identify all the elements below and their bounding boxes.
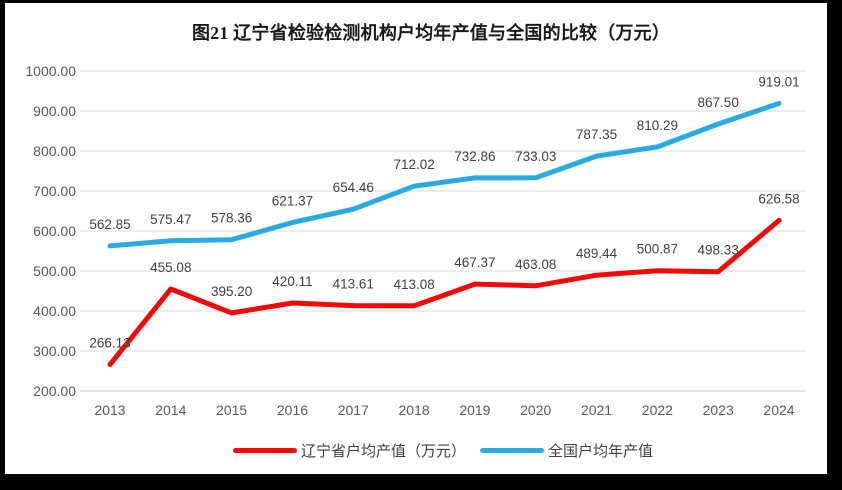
data-label-liaoning: 413.61 (333, 277, 374, 292)
chart-canvas (5, 3, 827, 474)
x-axis-tick-label: 2022 (642, 402, 673, 418)
x-axis-tick-label: 2024 (763, 402, 794, 418)
data-label-liaoning: 463.08 (515, 257, 556, 272)
series-line-liaoning (107, 217, 782, 367)
y-axis-tick-label: 500.00 (33, 263, 76, 279)
y-axis-tick-label: 200.00 (33, 383, 76, 399)
series-line-national (107, 100, 782, 249)
data-label-national: 578.36 (211, 211, 252, 226)
data-label-national: 562.85 (89, 217, 130, 232)
chart-legend: 辽宁省户均产值（万元） 全国户均年产值 (80, 440, 806, 461)
legend-line-swatch-liaoning (232, 448, 297, 453)
data-label-national: 733.03 (515, 149, 556, 164)
legend-line-swatch-national (480, 448, 544, 453)
x-axis-tick-label: 2014 (155, 402, 186, 418)
legend-item-liaoning: 辽宁省户均产值（万元） (232, 440, 466, 461)
data-label-liaoning: 395.20 (211, 284, 252, 299)
y-axis-tick-label: 1000.00 (25, 63, 76, 79)
data-label-national: 654.46 (333, 180, 374, 195)
x-axis-tick-label: 2020 (520, 402, 551, 418)
x-axis-tick-label: 2018 (399, 402, 430, 418)
data-label-liaoning: 489.44 (576, 246, 618, 261)
data-label-national: 732.86 (454, 149, 495, 164)
data-label-national: 919.01 (758, 74, 799, 89)
data-label-liaoning: 498.33 (698, 243, 739, 258)
x-axis-tick-label: 2013 (94, 402, 125, 418)
y-axis-tick-label: 900.00 (33, 103, 76, 119)
y-axis-tick-label: 600.00 (33, 223, 76, 239)
chart-title: 图21 辽宁省检验检测机构户均年产值与全国的比较（万元） (191, 23, 671, 43)
x-axis-tick-label: 2016 (277, 402, 308, 418)
data-label-national: 712.02 (393, 157, 434, 172)
x-axis-tick-label: 2017 (338, 402, 369, 418)
data-label-liaoning: 500.87 (637, 242, 678, 257)
data-label-national: 810.29 (637, 118, 678, 133)
data-label-national: 575.47 (150, 212, 191, 227)
data-label-liaoning: 455.08 (150, 260, 191, 275)
y-axis-tick-label: 700.00 (33, 183, 76, 199)
data-label-liaoning: 266.13 (89, 336, 130, 351)
legend-item-national: 全国户均年产值 (480, 440, 653, 461)
data-label-liaoning: 420.11 (272, 274, 312, 289)
y-axis-tick-label: 800.00 (33, 143, 76, 159)
data-label-national: 621.37 (272, 193, 313, 208)
data-label-national: 867.50 (698, 95, 739, 110)
x-axis-tick-label: 2015 (216, 402, 247, 418)
legend-label-national: 全国户均年产值 (548, 444, 654, 460)
x-axis-tick-label: 2023 (703, 402, 734, 418)
x-axis-tick-label: 2021 (581, 402, 612, 418)
data-label-liaoning: 626.58 (758, 191, 799, 206)
data-label-liaoning: 467.37 (454, 255, 495, 270)
y-axis-tick-label: 300.00 (33, 343, 76, 359)
y-axis-tick-label: 400.00 (33, 303, 76, 319)
data-label-liaoning: 413.08 (393, 277, 434, 292)
data-label-national: 787.35 (576, 127, 617, 142)
x-axis-tick-label: 2019 (459, 402, 490, 418)
legend-label-liaoning: 辽宁省户均产值（万元） (300, 444, 466, 460)
